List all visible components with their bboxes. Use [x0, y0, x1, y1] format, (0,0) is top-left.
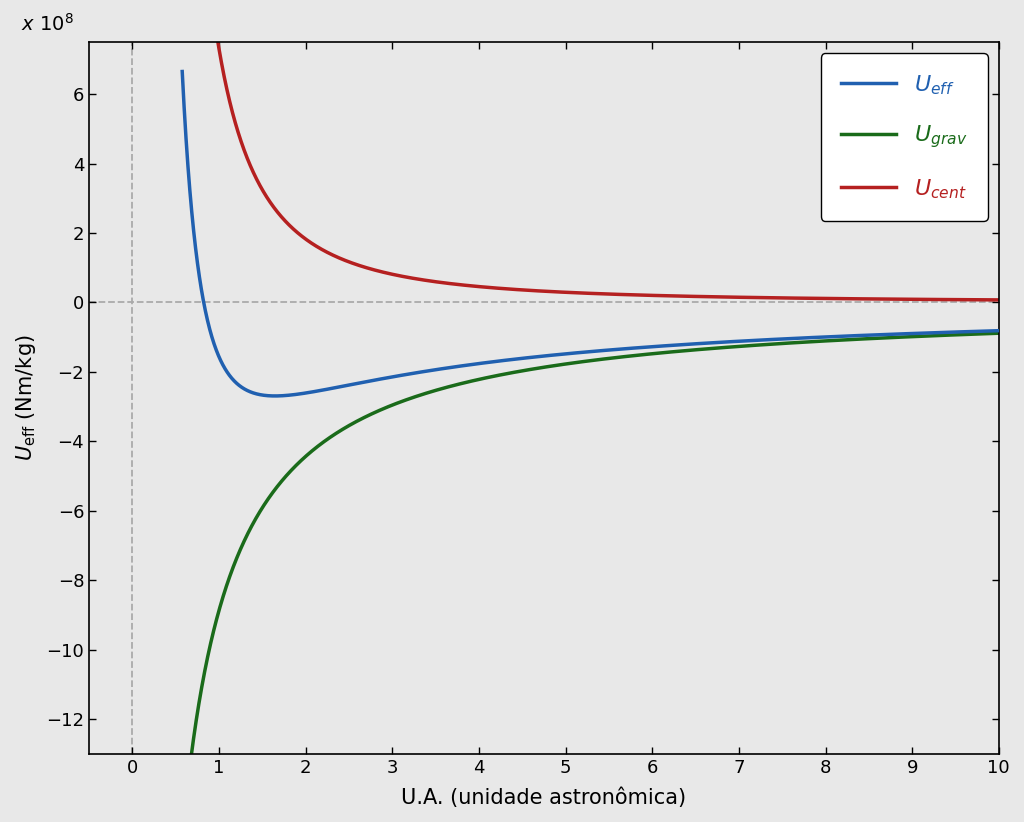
Text: $x\ 10^8$: $x\ 10^8$ [20, 13, 74, 35]
Y-axis label: $U_{\mathrm{eff}}$ (Nm/kg): $U_{\mathrm{eff}}$ (Nm/kg) [14, 335, 38, 461]
Legend: $\mathit{U}_{\mathit{eff}}$, $\mathit{U}_{\mathit{grav}}$, $\mathit{U}_{\mathit{: $\mathit{U}_{\mathit{eff}}$, $\mathit{U}… [821, 53, 988, 220]
X-axis label: U.A. (unidade astronômica): U.A. (unidade astronômica) [401, 787, 686, 808]
